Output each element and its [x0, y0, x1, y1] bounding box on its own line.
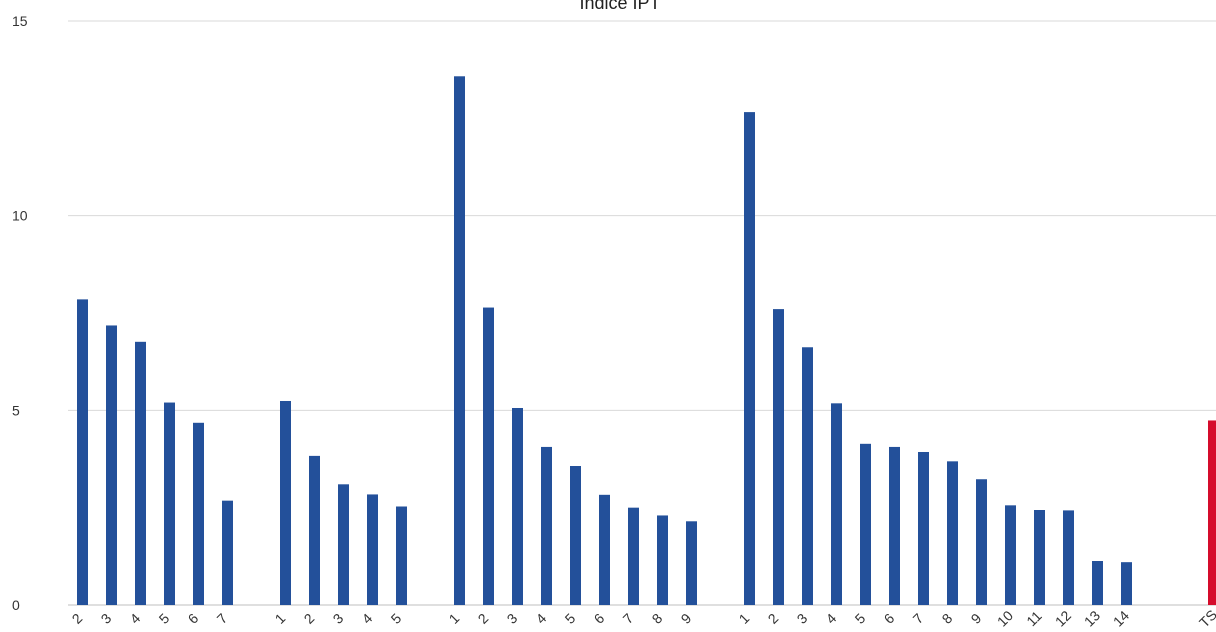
bar [106, 325, 117, 605]
bar [918, 451, 929, 605]
bar [1092, 561, 1103, 605]
bar [454, 76, 465, 605]
x-tick-label: 8 [939, 610, 956, 627]
bars [77, 76, 1216, 605]
x-tick-label: 9 [678, 610, 695, 627]
x-tick-label: 12 [1052, 607, 1074, 629]
x-tick-label: 11 [1023, 608, 1045, 630]
bar [483, 307, 494, 605]
bar [976, 479, 987, 605]
x-tick-label: 7 [620, 610, 637, 627]
bar [396, 506, 407, 605]
x-axis-ticks: 2 3 4 5 6 7 1 2 3 4 5 1 2 3 4 5 6 7 8 9 1 2 3 4 5 6 7 8 9 10 11 12 13 14 T… [69, 606, 1216, 630]
x-tick-label: 9 [968, 610, 985, 627]
bar [77, 299, 88, 605]
bar [657, 515, 668, 605]
x-tick-label: 5 [562, 610, 579, 627]
bar [570, 466, 581, 605]
bar [280, 400, 291, 605]
x-tick-label: 7 [910, 610, 927, 627]
bar [686, 521, 697, 605]
x-tick-label: 4 [359, 610, 376, 627]
y-axis-ticks: 0 5 10 15 [12, 13, 28, 613]
x-tick-label: 6 [591, 610, 608, 627]
bar [309, 455, 320, 605]
x-tick-label: TS [1196, 606, 1216, 630]
x-tick-label: 5 [388, 610, 405, 627]
x-tick-label: 3 [794, 610, 811, 627]
x-tick-label: 5 [156, 610, 173, 627]
bar [512, 407, 523, 605]
x-tick-label: 14 [1110, 607, 1132, 629]
bar [1005, 505, 1016, 605]
y-tick-label: 10 [12, 208, 28, 224]
y-tick-label: 5 [12, 402, 20, 418]
bar [1121, 562, 1132, 605]
x-tick-label: 1 [446, 610, 463, 627]
x-tick-label: 1 [736, 610, 753, 627]
bar [222, 500, 233, 605]
bar [831, 403, 842, 605]
gridlines [68, 20, 1216, 606]
bar [860, 443, 871, 605]
x-tick-label: 8 [649, 610, 666, 627]
bar [367, 494, 378, 605]
x-tick-label: 4 [823, 610, 840, 627]
x-tick-label: 6 [881, 610, 898, 627]
x-tick-label: 3 [504, 610, 521, 627]
bar [802, 347, 813, 605]
bar [1063, 510, 1074, 605]
x-tick-label: 2 [301, 610, 318, 627]
x-tick-label: 4 [533, 610, 550, 627]
x-tick-label: 2 [765, 610, 782, 627]
x-tick-label: 4 [127, 610, 144, 627]
bar [338, 484, 349, 605]
bar [135, 341, 146, 605]
x-tick-label: 2 [69, 610, 86, 627]
x-tick-label: 5 [852, 610, 869, 627]
x-tick-label: 10 [994, 607, 1016, 629]
bar [193, 422, 204, 605]
bar [1034, 510, 1045, 605]
bar [947, 461, 958, 605]
bar [541, 446, 552, 605]
x-tick-label: 6 [185, 610, 202, 627]
x-tick-label: 13 [1081, 607, 1103, 629]
chart-title: Indice IPT [579, 0, 660, 13]
bar [628, 507, 639, 605]
x-tick-label: 2 [475, 610, 492, 627]
bar [889, 446, 900, 605]
x-tick-label: 7 [214, 610, 231, 627]
y-tick-label: 0 [12, 597, 20, 613]
x-tick-label: 3 [330, 610, 347, 627]
bar [744, 112, 755, 605]
bar [164, 402, 175, 605]
bar [599, 494, 610, 605]
y-tick-label: 15 [12, 13, 28, 29]
bar [773, 309, 784, 605]
bar [1208, 420, 1216, 605]
x-tick-label: 3 [98, 610, 115, 627]
x-tick-label: 1 [272, 610, 289, 627]
